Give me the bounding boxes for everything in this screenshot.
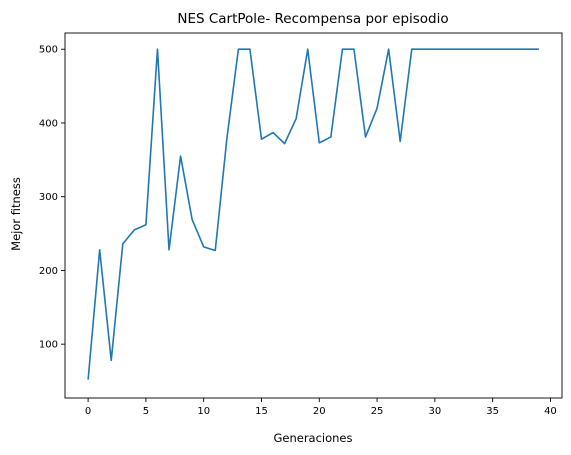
x-tick-label: 40 (544, 406, 557, 417)
y-tick-label: 500 (39, 45, 58, 56)
x-tick-label: 35 (486, 406, 499, 417)
x-tick-label: 20 (313, 406, 326, 417)
x-tick-label: 10 (197, 406, 210, 417)
y-tick-label: 400 (39, 118, 58, 129)
x-tick-label: 25 (371, 406, 384, 417)
y-axis-label: Mejor fitness (9, 177, 23, 251)
y-tick-label: 300 (39, 192, 58, 203)
x-tick-label: 5 (143, 406, 149, 417)
x-tick-label: 30 (428, 406, 441, 417)
y-tick-label: 200 (39, 266, 58, 277)
plot-area: 0 5 10 15 20 25 30 35 40 100 200 300 400 500 (39, 32, 563, 417)
axes-frame (64, 32, 563, 399)
x-axis-label: Generaciones (273, 431, 352, 445)
x-tick-label: 0 (85, 406, 91, 417)
chart-title: NES CartPole- Recompensa por episodio (177, 11, 448, 27)
series-line (87, 48, 539, 380)
y-tick-label: 100 (39, 340, 58, 351)
x-tick-label: 15 (255, 406, 268, 417)
